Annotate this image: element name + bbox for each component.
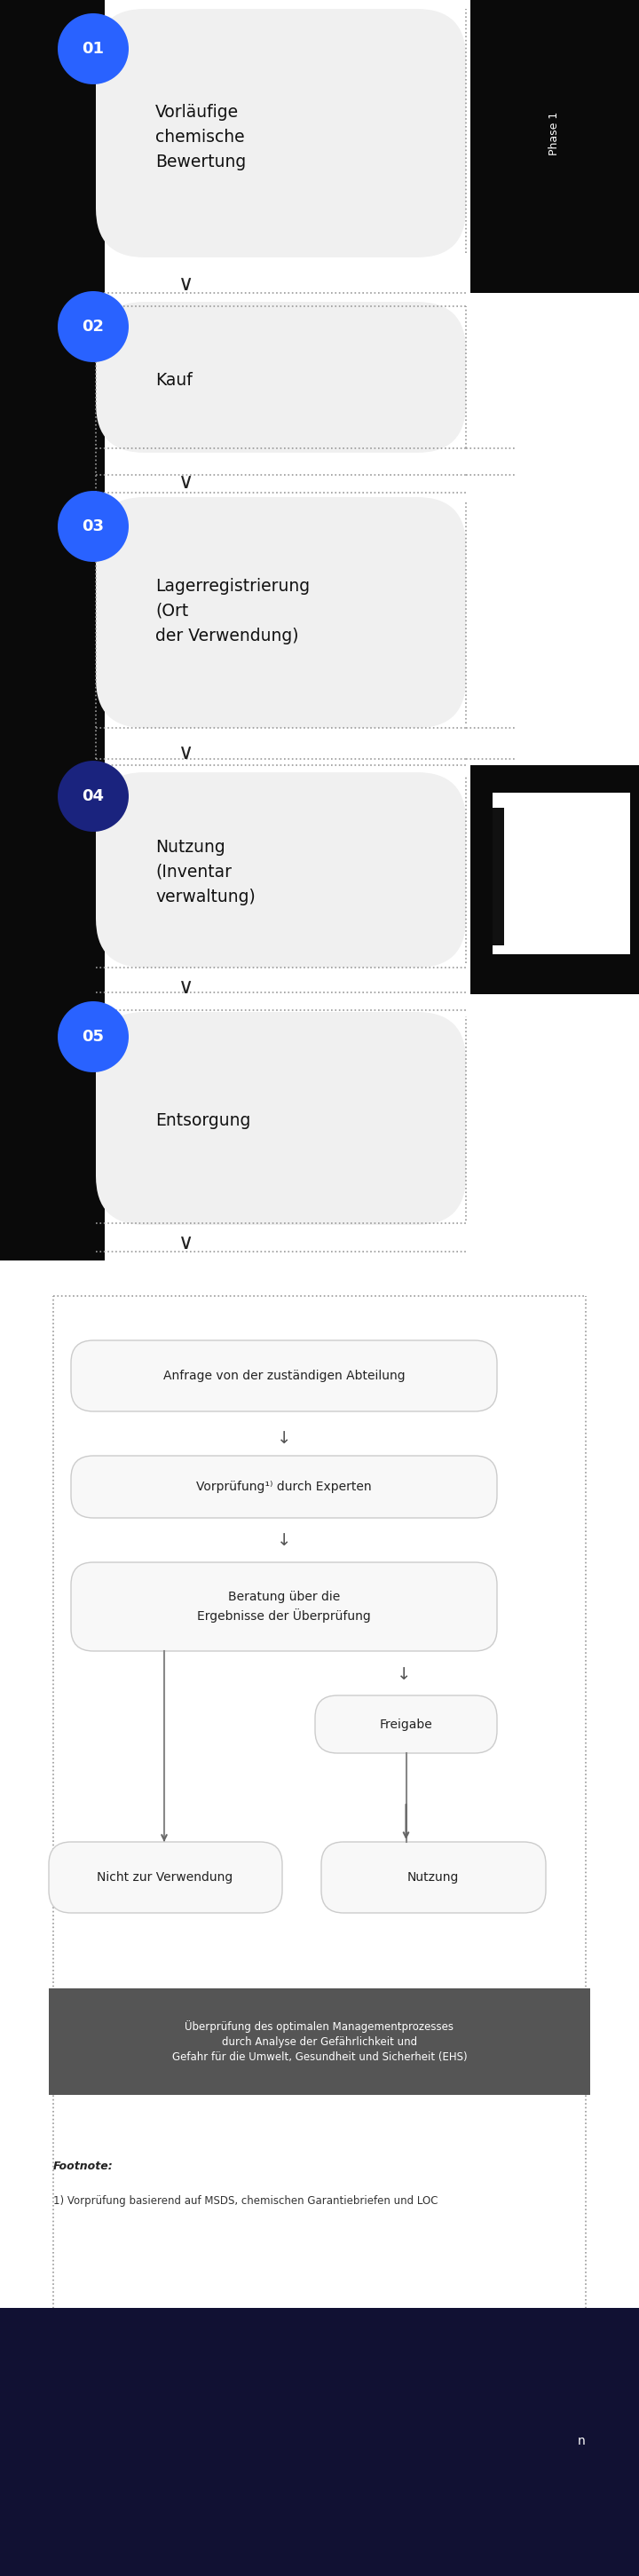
- FancyBboxPatch shape: [470, 0, 639, 294]
- Text: Entsorgung: Entsorgung: [155, 1113, 250, 1128]
- Circle shape: [58, 492, 128, 562]
- FancyBboxPatch shape: [0, 0, 105, 1260]
- FancyBboxPatch shape: [96, 773, 466, 969]
- FancyBboxPatch shape: [315, 1695, 497, 1754]
- FancyBboxPatch shape: [96, 1012, 466, 1226]
- FancyBboxPatch shape: [470, 765, 639, 994]
- Text: 02: 02: [82, 319, 104, 335]
- FancyBboxPatch shape: [71, 1455, 497, 1517]
- Text: Vorprüfung¹⁾ durch Experten: Vorprüfung¹⁾ durch Experten: [196, 1481, 372, 1494]
- Text: 04: 04: [82, 788, 104, 804]
- Text: Footnote:: Footnote:: [53, 2161, 113, 2172]
- Text: Nutzung: Nutzung: [407, 1870, 459, 1883]
- Circle shape: [58, 760, 128, 832]
- Text: Beratung über die
Ergebnisse der Überprüfung: Beratung über die Ergebnisse der Überprü…: [197, 1592, 371, 1623]
- FancyBboxPatch shape: [0, 2308, 639, 2576]
- Circle shape: [58, 1002, 128, 1072]
- Text: ∨: ∨: [179, 976, 194, 997]
- Text: Vorläufige
chemische
Bewertung: Vorläufige chemische Bewertung: [155, 103, 246, 170]
- Text: 03: 03: [82, 518, 104, 533]
- Circle shape: [58, 13, 128, 85]
- FancyBboxPatch shape: [321, 1842, 546, 1914]
- FancyBboxPatch shape: [96, 8, 466, 258]
- FancyBboxPatch shape: [493, 793, 630, 953]
- Text: 05: 05: [82, 1028, 104, 1046]
- Text: ∨: ∨: [179, 273, 194, 294]
- Text: Freigabe: Freigabe: [380, 1718, 433, 1731]
- Text: ∨: ∨: [179, 471, 194, 492]
- FancyBboxPatch shape: [493, 809, 504, 945]
- FancyBboxPatch shape: [71, 1340, 497, 1412]
- Text: n: n: [578, 2434, 586, 2447]
- Text: ∨: ∨: [179, 1231, 194, 1255]
- FancyBboxPatch shape: [49, 1989, 590, 2094]
- FancyBboxPatch shape: [71, 1561, 497, 1651]
- Text: Überprüfung des optimalen Managementprozesses
durch Analyse der Gefährlichkeit u: Überprüfung des optimalen Managementproz…: [172, 2020, 467, 2063]
- Text: Kauf: Kauf: [155, 371, 192, 389]
- FancyBboxPatch shape: [96, 497, 466, 729]
- Text: Phase 1: Phase 1: [549, 111, 560, 155]
- Text: Lagerregistrierung
(Ort
der Verwendung): Lagerregistrierung (Ort der Verwendung): [155, 577, 310, 644]
- Text: Nutzung
(Inventar
verwaltung): Nutzung (Inventar verwaltung): [155, 837, 256, 904]
- Text: Anfrage von der zuständigen Abteilung: Anfrage von der zuständigen Abteilung: [163, 1370, 405, 1383]
- FancyBboxPatch shape: [49, 1842, 282, 1914]
- Text: Nicht zur Verwendung: Nicht zur Verwendung: [97, 1870, 233, 1883]
- Text: ↓: ↓: [277, 1430, 291, 1448]
- FancyBboxPatch shape: [96, 301, 466, 453]
- Circle shape: [58, 291, 128, 363]
- Text: 1) Vorprüfung basierend auf MSDS, chemischen Garantiebriefen und LOC: 1) Vorprüfung basierend auf MSDS, chemis…: [53, 2195, 438, 2208]
- Text: ∨: ∨: [179, 742, 194, 762]
- Text: Phase 2: Phase 2: [549, 848, 560, 891]
- Text: ↓: ↓: [397, 1667, 411, 1685]
- Text: 01: 01: [82, 41, 104, 57]
- Text: ↓: ↓: [277, 1533, 291, 1548]
